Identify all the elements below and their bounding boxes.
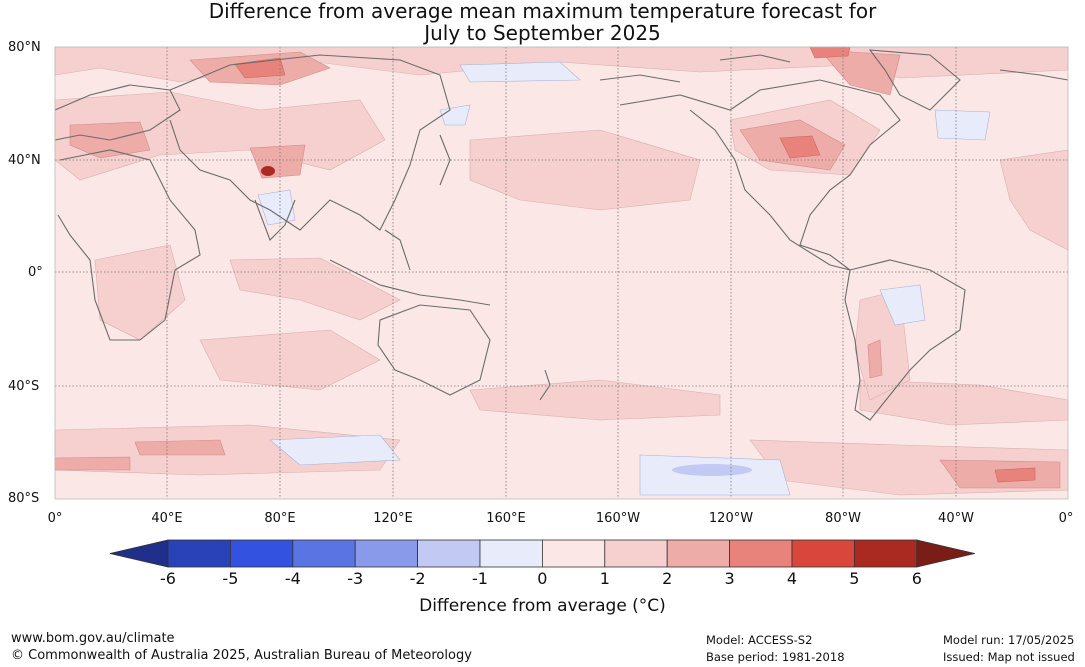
colorbar-tick-label: -5 (222, 569, 239, 588)
colorbar-swatch (542, 539, 606, 568)
colorbar-swatch (167, 539, 231, 568)
footer-copyright: © Commonwealth of Australia 2025, Austra… (11, 648, 472, 663)
anomaly-1-2-regions (54, 46, 1069, 496)
lon-label-0-left: 0° (47, 511, 63, 526)
colorbar-tick-label: 4 (786, 569, 798, 588)
lon-label-0-right: 0° (1058, 511, 1074, 526)
colorbar-tick-label: 1 (599, 569, 610, 588)
lat-label-80n: 80°N (8, 40, 41, 55)
colorbar-swatch (604, 539, 668, 568)
colorbar-swatch (479, 539, 543, 568)
lat-label-40s: 40°S (8, 379, 40, 394)
lon-label-80e: 80°E (264, 511, 296, 526)
colorbar-swatch (229, 539, 294, 568)
colorbar-tick-label: -2 (409, 569, 426, 588)
colorbar-swatch (729, 539, 793, 568)
colorbar (109, 539, 975, 568)
colorbar-swatch (292, 539, 356, 568)
colorbar-tick-label: -1 (472, 569, 488, 588)
map-field (54, 46, 1069, 499)
colorbar-swatch (791, 539, 855, 568)
lon-label-160w: 160°W (595, 511, 641, 526)
footer-model-run: Model run: 17/05/2025 (943, 633, 1075, 647)
colorbar-swatch (354, 539, 419, 568)
lon-label-80w: 80°W (825, 511, 861, 526)
colorbar-tick-label: -6 (160, 569, 176, 588)
lon-label-120w: 120°W (708, 511, 754, 526)
colorbar-extend-low (109, 539, 169, 568)
gridlines (55, 47, 1068, 499)
lat-label-40n: 40°N (8, 153, 41, 168)
colorbar-label: Difference from average (°C) (419, 596, 666, 616)
colorbar-tick-label: -3 (347, 569, 364, 588)
map-title-line1: Difference from average mean maximum tem… (208, 0, 877, 23)
footer-url: www.bom.gov.au/climate (11, 631, 175, 646)
lon-label-40w: 40°W (938, 511, 974, 526)
colorbar-swatch (854, 539, 918, 568)
footer-model: Model: ACCESS-S2 (706, 633, 813, 647)
colorbar-tick-label: -4 (284, 569, 301, 588)
anomaly-5-6-spot (261, 166, 275, 176)
lon-label-120e: 120°E (373, 511, 413, 526)
map-frame (54, 46, 1069, 500)
coast-north-america (619, 79, 901, 271)
lat-label-equator: 0° (28, 265, 43, 280)
colorbar-tick-label: 6 (911, 569, 922, 588)
coastlines (54, 49, 1069, 421)
colorbar-tick-label: 0 (537, 569, 548, 588)
footer-base-period: Base period: 1981-2018 (706, 650, 845, 664)
lon-label-40e: 40°E (151, 511, 183, 526)
coast-africa (57, 149, 201, 341)
colorbar-tick-label: 5 (849, 569, 860, 588)
footer-issued: Issued: Map not issued (943, 650, 1075, 664)
lat-label-80s: 80°S (8, 491, 40, 506)
lon-label-160e: 160°E (486, 511, 526, 526)
coast-south-america (844, 259, 966, 421)
colorbar-swatch (417, 539, 481, 568)
anomaly-negative-2-region (672, 464, 752, 476)
colorbar-tick-label: 2 (662, 569, 673, 588)
coast-australia (377, 304, 491, 396)
colorbar-extend-high (916, 539, 975, 568)
colorbar-swatch (666, 539, 731, 568)
map-title-line2: July to September 2025 (424, 21, 661, 45)
colorbar-tick-label: 3 (724, 569, 735, 588)
